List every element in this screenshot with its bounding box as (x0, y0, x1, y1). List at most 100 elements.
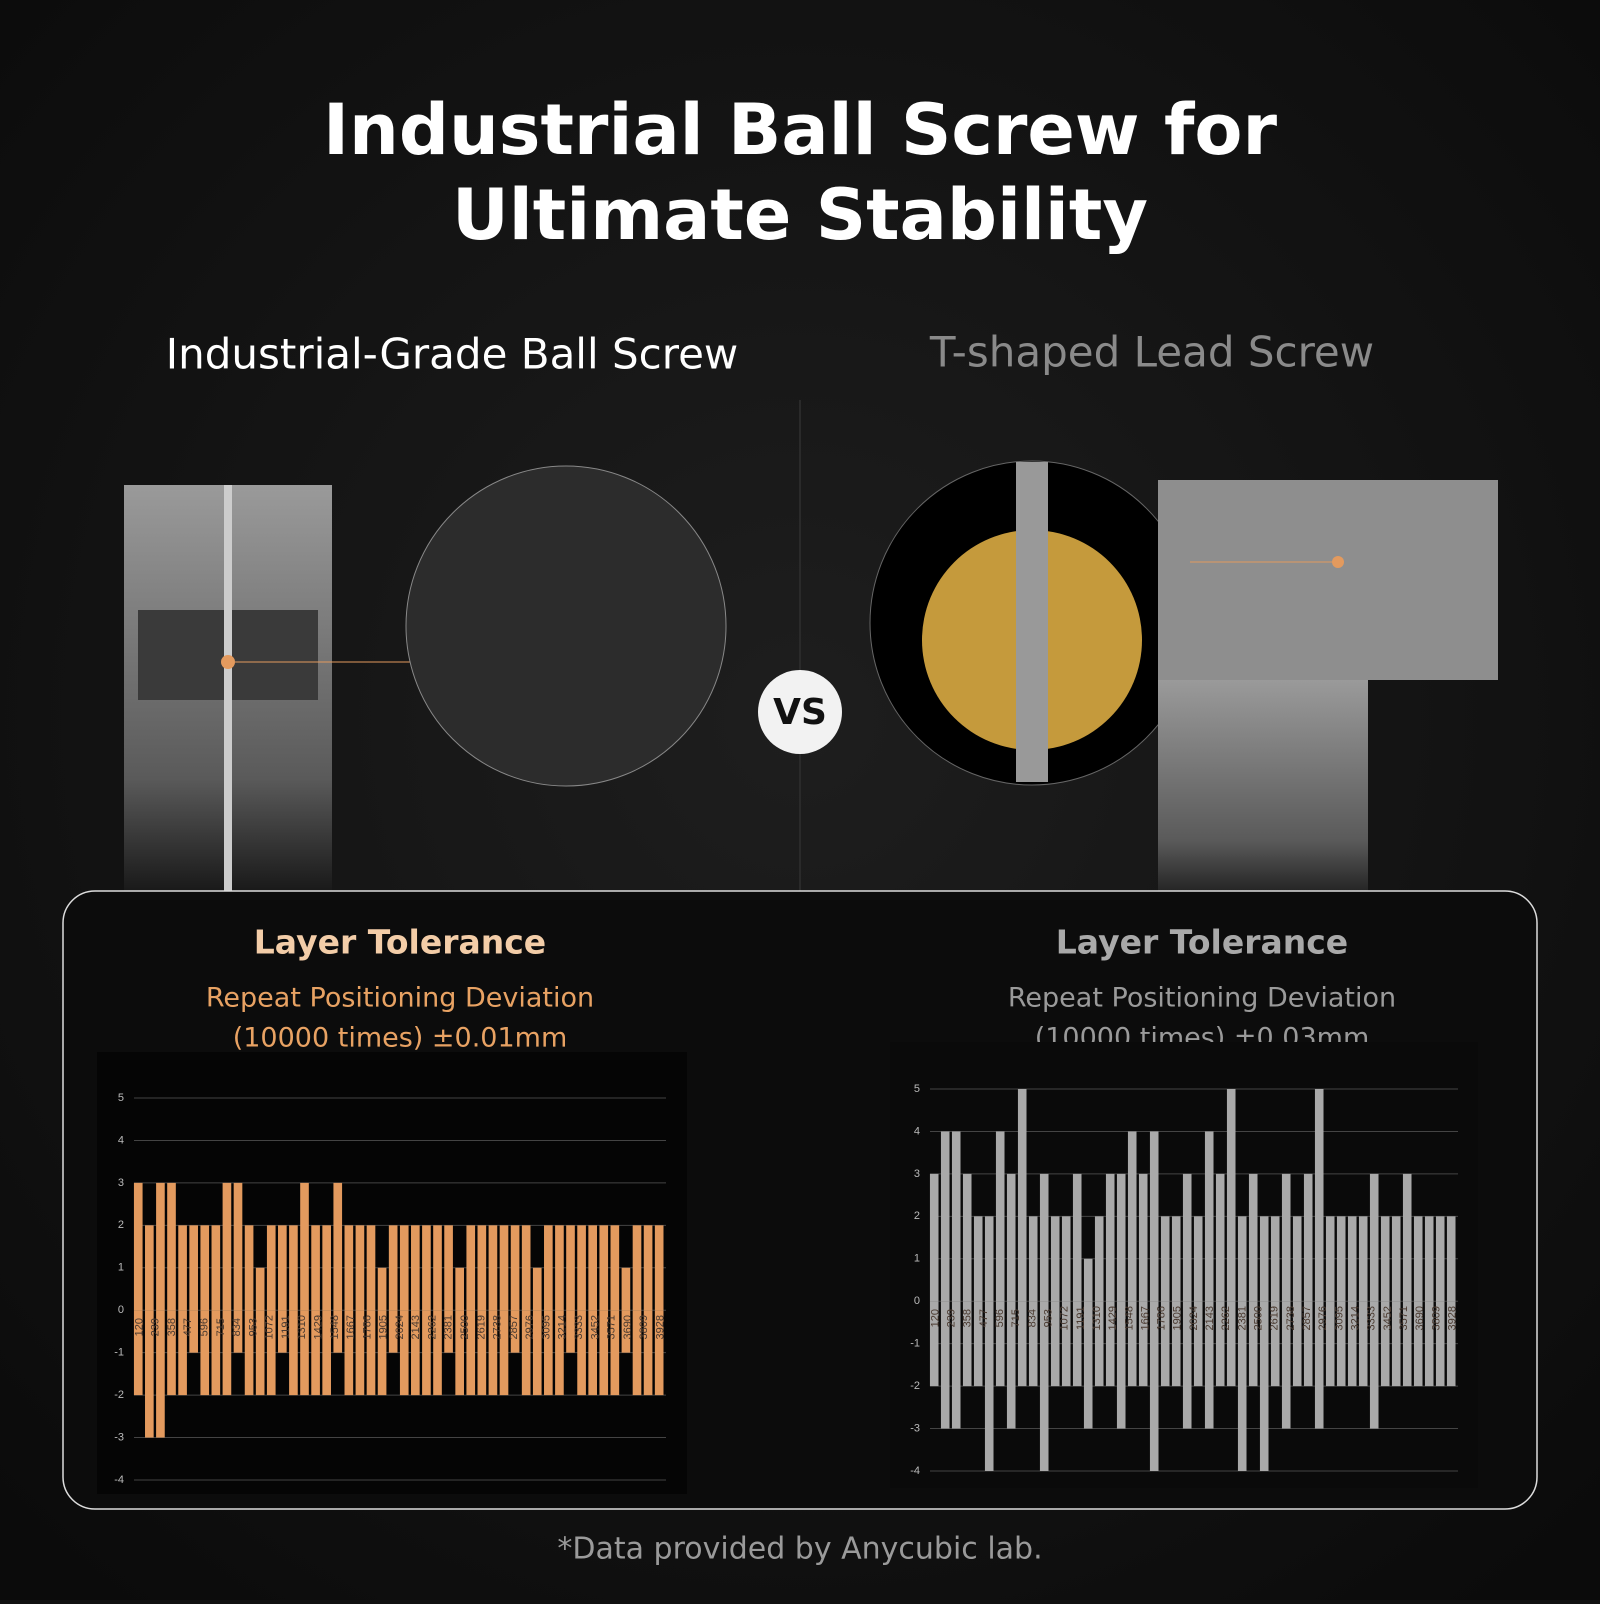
bar (1193, 1216, 1203, 1302)
x-tick-label: 239 (945, 1309, 957, 1327)
bar (599, 1310, 609, 1396)
bar (1380, 1216, 1390, 1302)
bar (278, 1225, 287, 1311)
bar (244, 1310, 254, 1396)
bar (521, 1310, 531, 1396)
bar (399, 1310, 409, 1396)
x-tick-label: 1310 (296, 1315, 308, 1339)
y-tick-label: 1 (118, 1262, 124, 1274)
y-tick-label: 2 (118, 1219, 124, 1231)
bar (411, 1310, 420, 1396)
x-tick-label: 834 (231, 1318, 243, 1336)
x-tick-label: 1905 (378, 1315, 390, 1339)
x-tick-label: 3214 (557, 1315, 569, 1339)
bar (577, 1310, 586, 1396)
x-tick-label: 3690 (622, 1315, 634, 1339)
bar (477, 1310, 487, 1396)
x-tick-label: 2381 (443, 1315, 455, 1339)
x-tick-label: 1905 (1172, 1306, 1184, 1330)
x-tick-label: 715 (215, 1318, 227, 1336)
x-tick-label: 1548 (329, 1315, 341, 1339)
x-tick-label: 3452 (589, 1315, 601, 1339)
bar (1237, 1216, 1247, 1302)
bar (488, 1225, 498, 1311)
y-tick-label: 4 (914, 1125, 920, 1137)
bar (577, 1225, 586, 1311)
bar (422, 1310, 431, 1396)
bar (1446, 1301, 1456, 1387)
bar (1281, 1301, 1291, 1429)
x-tick-label: 1667 (345, 1315, 357, 1339)
bar (333, 1182, 343, 1311)
bar (1248, 1301, 1258, 1387)
bar (189, 1225, 198, 1311)
bar (984, 1216, 994, 1302)
y-tick-label: 5 (118, 1092, 124, 1104)
bar (1413, 1216, 1423, 1302)
column-heading: T-shaped Lead Screw (929, 328, 1374, 377)
panel-title: Layer Tolerance (254, 923, 546, 962)
bar (1446, 1216, 1456, 1302)
bar (1171, 1301, 1181, 1387)
bar (145, 1310, 154, 1438)
bar (444, 1310, 453, 1353)
x-tick-label: 3095 (540, 1315, 552, 1339)
x-tick-label: 2976 (524, 1315, 536, 1339)
bar (532, 1267, 542, 1311)
x-tick-label: 834 (1026, 1309, 1038, 1327)
x-tick-label: 953 (1042, 1309, 1054, 1327)
x-tick-label: 2024 (394, 1315, 406, 1339)
y-tick-label: 0 (118, 1304, 124, 1316)
bar (444, 1225, 453, 1311)
y-tick-label: -3 (910, 1422, 920, 1434)
bar (322, 1310, 331, 1396)
x-tick-label: 596 (994, 1309, 1006, 1327)
y-tick-label: -4 (114, 1474, 124, 1486)
ball-screw-closeup (405, 465, 727, 787)
bar (499, 1310, 509, 1396)
x-tick-label: 120 (929, 1309, 941, 1327)
bar (962, 1301, 972, 1387)
marker (221, 655, 235, 669)
bar (344, 1225, 354, 1311)
bar (588, 1225, 597, 1311)
bar (1413, 1301, 1423, 1387)
x-tick-label: 3690 (1414, 1306, 1426, 1330)
bar (621, 1310, 631, 1353)
x-tick-label: 477 (182, 1318, 194, 1336)
x-tick-label: 1191 (280, 1315, 292, 1339)
y-tick-label: 5 (914, 1083, 920, 1095)
bar (1336, 1301, 1346, 1387)
bar (366, 1225, 376, 1311)
bar (632, 1310, 642, 1396)
bar (940, 1301, 950, 1429)
bar (1303, 1173, 1313, 1302)
bar (1292, 1301, 1302, 1387)
bar (178, 1225, 187, 1311)
bar (466, 1225, 476, 1311)
bar (1083, 1258, 1093, 1302)
bar (1402, 1173, 1412, 1302)
bar (621, 1267, 631, 1311)
printer-column (1158, 680, 1368, 910)
bar (1358, 1216, 1368, 1302)
bar (178, 1310, 187, 1396)
bar (1358, 1301, 1368, 1387)
bar (477, 1225, 487, 1311)
bar (266, 1310, 276, 1396)
x-tick-label: 715 (1010, 1309, 1022, 1327)
vs-badge (758, 670, 842, 754)
bar (1039, 1173, 1049, 1302)
bar (1281, 1173, 1291, 1302)
bar (200, 1225, 210, 1311)
x-tick-label: 2262 (1220, 1306, 1232, 1330)
y-tick-label: 2 (914, 1210, 920, 1222)
bar (1248, 1173, 1258, 1302)
bar (555, 1225, 564, 1311)
bar (1347, 1216, 1357, 1302)
bar (1424, 1216, 1434, 1302)
bar (411, 1225, 420, 1311)
bar (1127, 1301, 1137, 1387)
bar (951, 1131, 961, 1302)
panel-subtitle: Repeat Positioning Deviation (1008, 983, 1396, 1014)
